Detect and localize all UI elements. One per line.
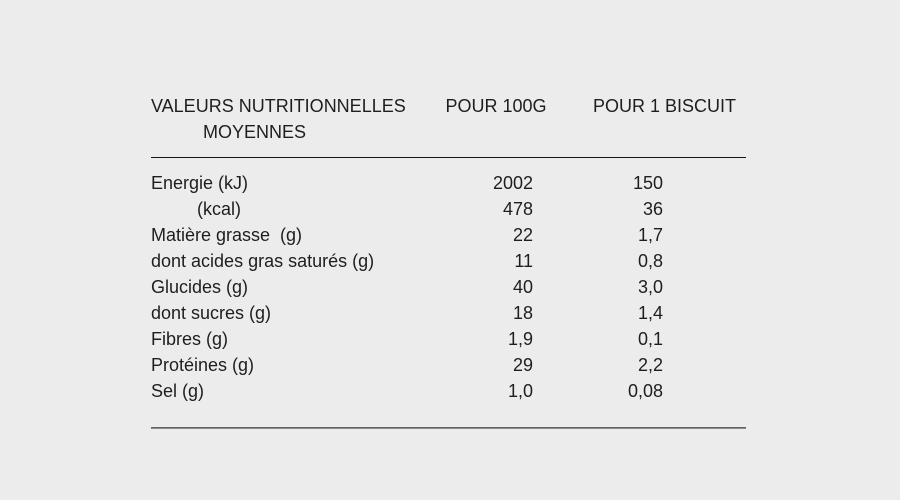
row-label: Protéines (g): [151, 355, 255, 375]
row-value-per-biscuit: 3,0: [637, 277, 663, 297]
header-col-per-biscuit: POUR 1 BISCUIT: [592, 96, 737, 116]
row-label: dont acides gras saturés (g): [151, 251, 375, 271]
row-value-per-100g: 18: [512, 303, 533, 323]
header-col1-line2: MOYENNES: [203, 122, 307, 142]
bottom-divider-line: [151, 427, 746, 429]
row-label: Matière grasse (g): [151, 225, 303, 245]
table-row: Matière grasse (g) 22 1,7: [151, 222, 746, 248]
table-row: dont acides gras saturés (g) 11 0,8: [151, 248, 746, 274]
table-row: (kcal) 478 36: [151, 196, 746, 222]
row-label: Sel (g): [151, 381, 205, 401]
table-row: Protéines (g) 29 2,2: [151, 352, 746, 378]
row-value-per-biscuit: 0,1: [637, 329, 663, 349]
row-value-per-100g: 22: [512, 225, 533, 245]
row-value-per-100g: 478: [502, 199, 533, 219]
row-value-per-biscuit: 2,2: [637, 355, 663, 375]
top-divider-line: [151, 157, 746, 158]
row-label: Fibres (g): [151, 329, 229, 349]
row-label: (kcal): [197, 199, 241, 219]
row-label: Energie (kJ): [151, 173, 249, 193]
header-col-nutrition-values: VALEURS NUTRITIONNELLES MOYENNES: [151, 93, 431, 145]
row-label: Glucides (g): [151, 277, 249, 297]
row-value-per-100g: 11: [514, 251, 533, 271]
row-value-per-biscuit: 0,8: [637, 251, 663, 271]
row-value-per-biscuit: 1,4: [637, 303, 663, 323]
row-label: dont sucres (g): [151, 303, 272, 323]
table-row: Glucides (g) 40 3,0: [151, 274, 746, 300]
nutrition-table: VALEURS NUTRITIONNELLES MOYENNES POUR 10…: [151, 93, 746, 429]
table-row: dont sucres (g) 18 1,4: [151, 300, 746, 326]
header-col-per-100g: POUR 100G: [445, 96, 547, 116]
table-row: Energie (kJ) 2002 150: [151, 170, 746, 196]
table-row: Sel (g) 1,0 0,08: [151, 378, 746, 404]
row-value-per-100g: 29: [512, 355, 533, 375]
table-header: VALEURS NUTRITIONNELLES MOYENNES POUR 10…: [151, 93, 746, 145]
row-value-per-100g: 2002: [492, 173, 533, 193]
row-value-per-100g: 1,0: [507, 381, 533, 401]
row-value-per-100g: 1,9: [507, 329, 533, 349]
row-value-per-biscuit: 1,7: [637, 225, 663, 245]
row-value-per-biscuit: 150: [632, 173, 663, 193]
table-row: Fibres (g) 1,9 0,1: [151, 326, 746, 352]
row-value-per-biscuit: 36: [642, 199, 663, 219]
row-value-per-100g: 40: [512, 277, 533, 297]
header-col1-line1: VALEURS NUTRITIONNELLES: [151, 96, 406, 116]
row-value-per-biscuit: 0,08: [627, 381, 663, 401]
table-body: Energie (kJ) 2002 150 (kcal) 478 36 Matière gr…: [151, 158, 746, 404]
